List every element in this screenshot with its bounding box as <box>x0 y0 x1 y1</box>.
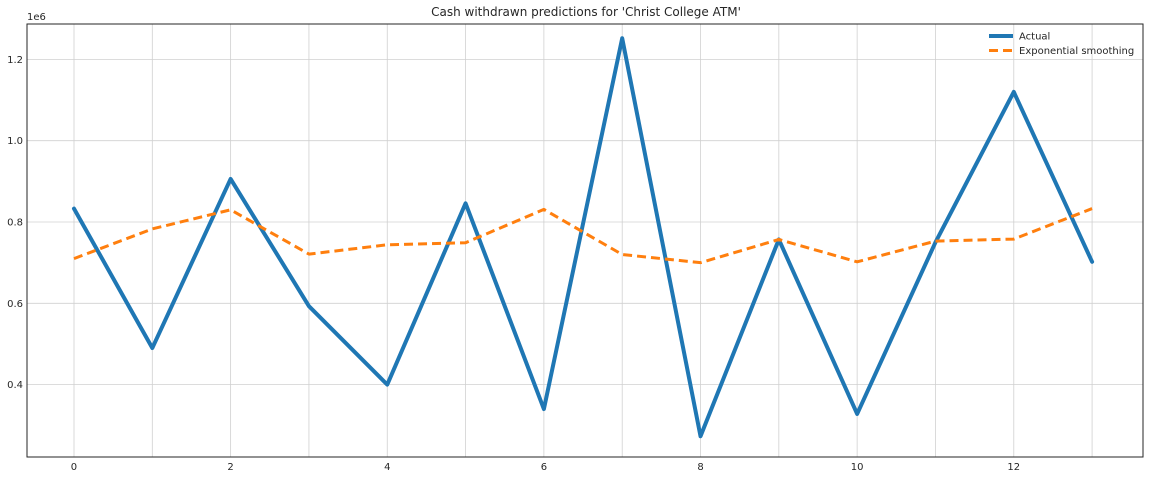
y-tick-label: 0.4 <box>7 380 23 391</box>
y-tick-label: 1.2 <box>7 55 23 66</box>
legend-label: Exponential smoothing <box>1019 46 1134 57</box>
legend-label: Actual <box>1019 32 1050 43</box>
legend: Actual Exponential smoothing <box>989 32 1134 57</box>
x-tick-label: 0 <box>71 462 77 473</box>
y-tick-label: 1.0 <box>7 136 23 147</box>
x-tick-label: 12 <box>1007 462 1020 473</box>
plot-frame <box>26 23 1144 458</box>
x-tick-label: 6 <box>541 462 547 473</box>
series-layer <box>71 36 1095 439</box>
x-tick-label: 2 <box>227 462 233 473</box>
x-tick-label: 10 <box>851 462 864 473</box>
exponential-smoothing-series-line <box>73 207 1093 265</box>
y-offset-label: 1e6 <box>27 12 46 23</box>
x-tick-label: 4 <box>384 462 390 473</box>
y-tick-label: 0.6 <box>7 299 23 310</box>
y-tick-label: 0.8 <box>7 218 23 229</box>
x-tick-label: 8 <box>697 462 703 473</box>
axis-labels: 0 2 4 6 8 10 12 0.4 0.6 0.8 1.0 1.2 <box>7 55 1020 473</box>
actual-series-line <box>71 36 1095 439</box>
chart-title: Cash withdrawn predictions for 'Christ C… <box>431 5 741 19</box>
